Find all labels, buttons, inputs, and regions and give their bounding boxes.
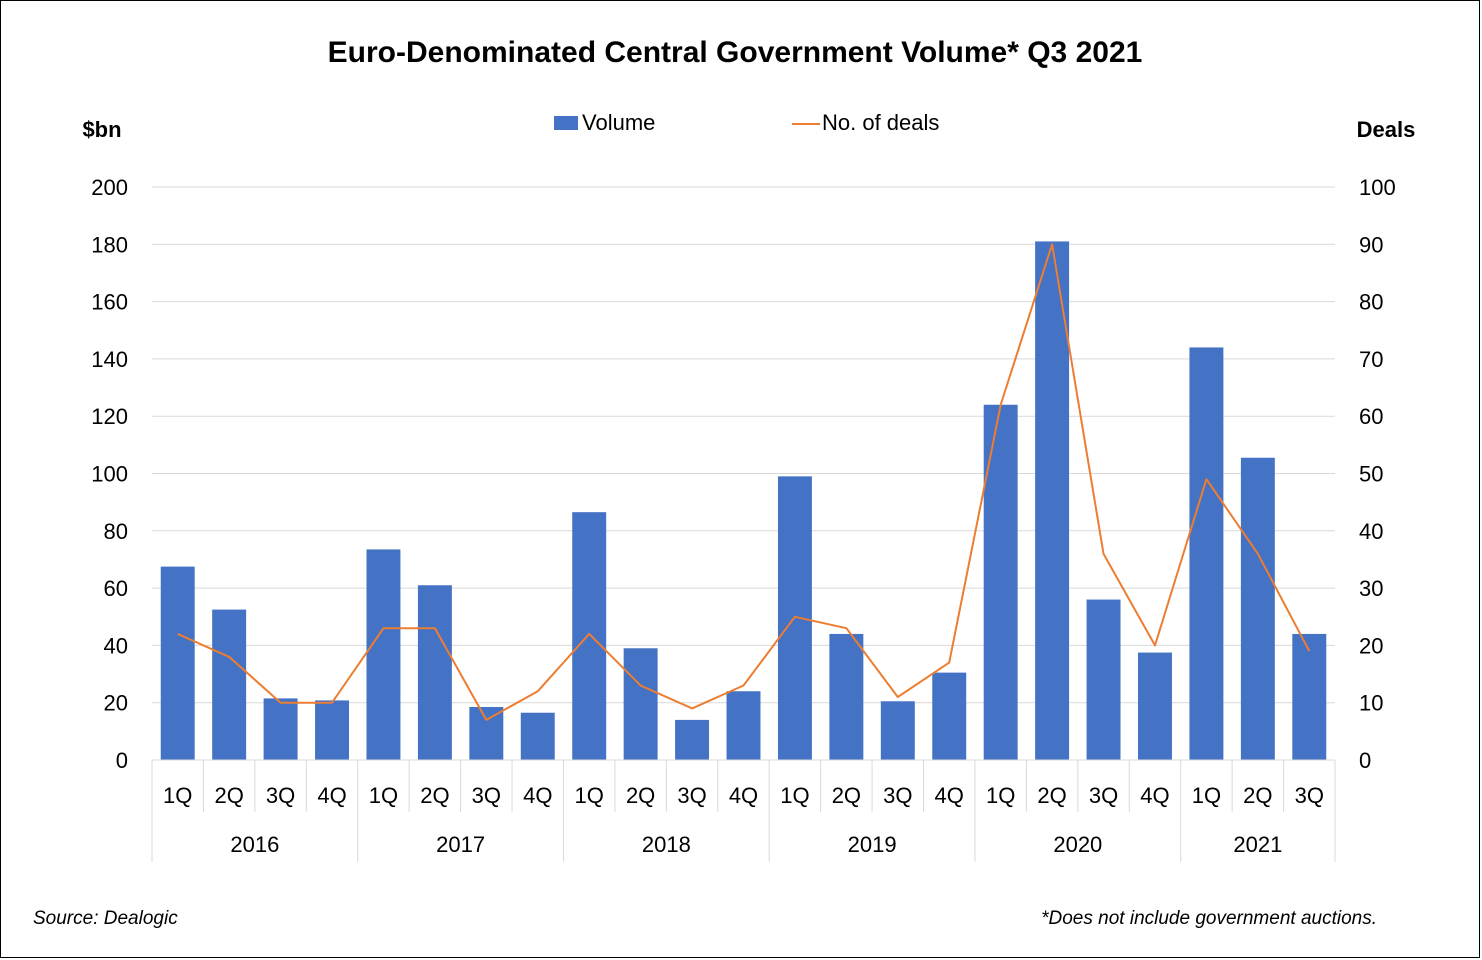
year-label: 2020 xyxy=(1053,832,1102,857)
volume-bar xyxy=(469,706,504,760)
quarter-label: 1Q xyxy=(780,783,809,808)
quarter-label: 1Q xyxy=(986,783,1015,808)
right-tick-label: 30 xyxy=(1359,576,1383,601)
year-label: 2021 xyxy=(1233,832,1282,857)
volume-bar xyxy=(932,672,967,760)
right-tick-label: 40 xyxy=(1359,519,1383,544)
quarter-label: 3Q xyxy=(1089,783,1118,808)
quarter-label: 2Q xyxy=(214,783,243,808)
volume-bar xyxy=(623,648,658,760)
volume-bar xyxy=(263,698,298,760)
volume-bar xyxy=(880,701,915,760)
left-tick-label: 100 xyxy=(91,462,128,487)
quarter-label: 4Q xyxy=(729,783,758,808)
quarter-label: 1Q xyxy=(1192,783,1221,808)
volume-bar xyxy=(829,633,864,760)
legend-deals-label: No. of deals xyxy=(822,110,939,135)
volume-bar xyxy=(675,719,710,760)
right-tick-label: 0 xyxy=(1359,748,1371,773)
category-axis: 1Q 2Q 3Q 4Q 1Q 2Q 3Q 4Q 1Q 2Q 3Q 4Q 1Q 2Q 3Q 4Q 1Q 2Q 3Q 4Q… xyxy=(151,759,1336,862)
quarter-label: 1Q xyxy=(369,783,398,808)
deals-line xyxy=(177,243,1311,721)
quarter-label: 3Q xyxy=(266,783,295,808)
right-tick-label: 60 xyxy=(1359,404,1383,429)
left-tick-label: 180 xyxy=(91,232,128,257)
volume-bar xyxy=(1292,633,1327,760)
quarter-label: 1Q xyxy=(163,783,192,808)
left-tick-label: 40 xyxy=(104,633,128,658)
left-tick-label: 200 xyxy=(91,175,128,200)
quarter-label: 4Q xyxy=(1140,783,1169,808)
right-tick-label: 70 xyxy=(1359,347,1383,372)
volume-bar xyxy=(572,512,607,760)
left-tick-label: 80 xyxy=(104,519,128,544)
volume-bar xyxy=(1189,347,1224,760)
volume-bar xyxy=(212,609,247,760)
quarter-label: 3Q xyxy=(677,783,706,808)
quarter-label: 4Q xyxy=(935,783,964,808)
volume-bars xyxy=(160,241,1327,760)
legend: Volume No. of deals xyxy=(554,110,939,135)
volume-bar xyxy=(1240,457,1275,760)
left-tick-label: 60 xyxy=(104,576,128,601)
gridlines xyxy=(152,186,1335,704)
year-label: 2016 xyxy=(230,832,279,857)
quarter-label: 3Q xyxy=(883,783,912,808)
auction-footnote: *Does not include government auctions. xyxy=(1041,908,1377,929)
source-note: Source: Dealogic xyxy=(33,908,178,929)
left-tick-label: 160 xyxy=(91,290,128,315)
volume-bar xyxy=(1138,652,1172,760)
left-axis-label: $bn xyxy=(82,117,121,142)
right-tick-label: 100 xyxy=(1359,175,1396,200)
quarter-label: 2Q xyxy=(832,783,861,808)
right-axis-ticks: 0 10 20 30 40 50 60 70 80 90 100 xyxy=(1359,175,1396,773)
volume-bar xyxy=(315,700,349,760)
chart-title: Euro-Denominated Central Government Volu… xyxy=(328,36,1143,69)
right-tick-label: 50 xyxy=(1359,462,1383,487)
year-label: 2019 xyxy=(848,832,897,857)
quarter-label: 3Q xyxy=(472,783,501,808)
quarter-label: 2Q xyxy=(420,783,449,808)
right-tick-label: 10 xyxy=(1359,691,1383,716)
volume-bar xyxy=(983,404,1018,760)
volume-bar xyxy=(726,691,761,760)
quarter-label: 2Q xyxy=(1243,783,1272,808)
right-tick-label: 90 xyxy=(1359,232,1383,257)
quarter-label: 1Q xyxy=(575,783,604,808)
quarter-label: 2Q xyxy=(1037,783,1066,808)
right-axis-label: Deals xyxy=(1357,117,1416,142)
volume-bar xyxy=(366,549,401,760)
right-tick-label: 20 xyxy=(1359,633,1383,658)
legend-volume-label: Volume xyxy=(582,110,655,135)
volume-bar xyxy=(520,712,555,760)
legend-volume-swatch xyxy=(554,116,578,130)
quarter-label: 4Q xyxy=(523,783,552,808)
volume-bar xyxy=(1035,241,1070,760)
volume-bar xyxy=(160,566,195,760)
quarter-label: 3Q xyxy=(1295,783,1324,808)
right-tick-label: 80 xyxy=(1359,290,1383,315)
left-axis-ticks: 0 20 40 60 80 100 120 140 160 180 200 xyxy=(91,175,128,773)
left-tick-label: 120 xyxy=(91,404,128,429)
left-tick-label: 140 xyxy=(91,347,128,372)
volume-bar xyxy=(417,585,452,760)
deals-line-series xyxy=(177,243,1311,721)
left-tick-label: 20 xyxy=(104,691,128,716)
quarter-label: 2Q xyxy=(626,783,655,808)
left-tick-label: 0 xyxy=(116,748,128,773)
year-label: 2017 xyxy=(436,832,485,857)
volume-bar xyxy=(1086,599,1121,760)
year-label: 2018 xyxy=(642,832,691,857)
quarter-label: 4Q xyxy=(317,783,346,808)
